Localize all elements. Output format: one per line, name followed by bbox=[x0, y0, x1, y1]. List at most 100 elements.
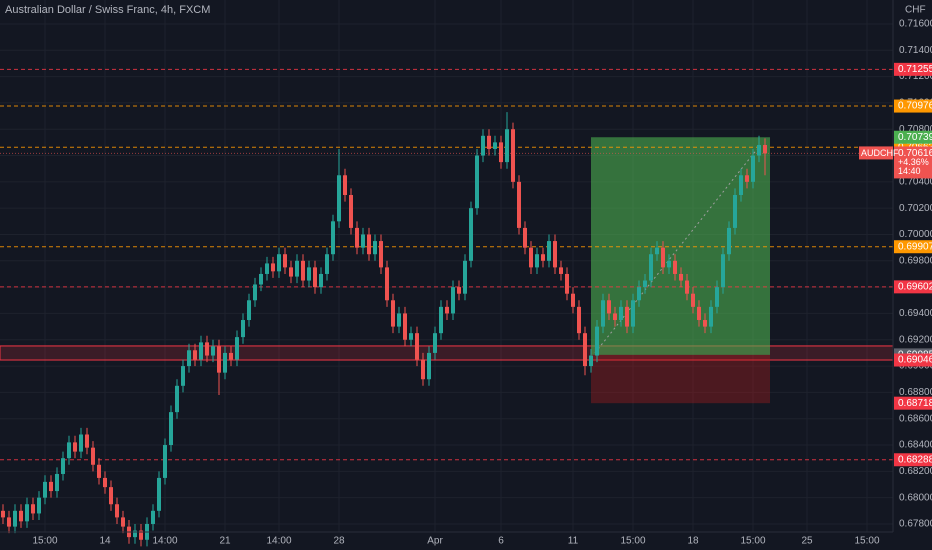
candle-body bbox=[499, 142, 503, 163]
candle-body bbox=[583, 333, 587, 367]
candle-body bbox=[577, 306, 581, 334]
line-label-bg bbox=[894, 280, 932, 294]
candle-body bbox=[115, 504, 119, 518]
candle-body bbox=[415, 333, 419, 360]
candle-body bbox=[61, 458, 65, 474]
candle-body bbox=[301, 260, 305, 281]
last-price: 0.70616 bbox=[898, 148, 932, 159]
candle-body bbox=[307, 267, 311, 281]
x-tick-label: 25 bbox=[801, 536, 813, 547]
candle-body bbox=[535, 254, 539, 268]
candle-body bbox=[313, 267, 317, 288]
y-tick-label: 0.68200 bbox=[899, 466, 932, 477]
loss-zone bbox=[591, 354, 770, 404]
x-tick-label: 15:00 bbox=[854, 536, 879, 547]
candle-body bbox=[439, 306, 443, 334]
zone-label: 0.69046 bbox=[898, 355, 932, 366]
last-bg bbox=[894, 146, 932, 179]
y-tick-label: 0.68800 bbox=[899, 387, 932, 398]
candle-body bbox=[379, 241, 383, 268]
candle-body bbox=[727, 227, 731, 255]
y-tick-label: 0.70400 bbox=[899, 176, 932, 187]
candle-body bbox=[451, 287, 455, 314]
candle-body bbox=[541, 254, 545, 261]
candle-body bbox=[205, 342, 209, 356]
candle-body bbox=[643, 280, 647, 288]
currency: CHF bbox=[905, 5, 926, 16]
line-label: 0.68288 bbox=[898, 454, 932, 465]
candle-body bbox=[331, 221, 335, 255]
x-tick-label: 21 bbox=[219, 536, 231, 547]
candle-body bbox=[517, 181, 521, 228]
candle-body bbox=[343, 175, 347, 196]
candle-body bbox=[649, 254, 653, 281]
candle-body bbox=[445, 306, 449, 314]
candle-body bbox=[505, 129, 509, 163]
y-tick-label: 0.71400 bbox=[899, 45, 932, 56]
candle-body bbox=[139, 530, 143, 540]
candle-body bbox=[679, 273, 683, 281]
candle-body bbox=[571, 293, 575, 307]
candle-body bbox=[613, 313, 617, 321]
candle-body bbox=[715, 287, 719, 307]
candle-body bbox=[253, 284, 257, 301]
candle-body bbox=[619, 306, 623, 321]
candle-body bbox=[67, 442, 71, 459]
candle-body bbox=[475, 155, 479, 209]
candle-body bbox=[151, 510, 155, 524]
last-countdown: 14:40 bbox=[898, 166, 921, 176]
candle-body bbox=[751, 155, 755, 182]
candle-body bbox=[175, 385, 179, 413]
line-label: 0.69602 bbox=[898, 281, 932, 292]
candle-body bbox=[199, 342, 203, 360]
candle-body bbox=[607, 300, 611, 314]
x-tick-label: 28 bbox=[333, 536, 345, 547]
candle-body bbox=[409, 333, 413, 340]
candle-body bbox=[289, 267, 293, 277]
candle-body bbox=[367, 234, 371, 255]
candle-body bbox=[13, 510, 17, 527]
candle-body bbox=[763, 145, 767, 154]
candle-body bbox=[349, 195, 353, 228]
stop-label: 0.68718 bbox=[898, 398, 932, 409]
candle-body bbox=[211, 346, 215, 356]
candle-body bbox=[187, 350, 191, 367]
x-tick-label: 14:00 bbox=[152, 536, 177, 547]
line-label-bg bbox=[894, 453, 932, 467]
y-tick-label: 0.69200 bbox=[899, 334, 932, 345]
line-label-bg bbox=[894, 62, 932, 76]
candle-body bbox=[691, 293, 695, 307]
x-tick-label: Apr bbox=[427, 536, 443, 547]
y-tick-label: 0.71200 bbox=[899, 71, 932, 82]
candle-body bbox=[631, 300, 635, 327]
candle-body bbox=[469, 208, 473, 261]
candle-body bbox=[589, 355, 593, 367]
candle-body bbox=[319, 273, 323, 288]
x-tick-label: 14:00 bbox=[266, 536, 291, 547]
candle-body bbox=[259, 273, 263, 285]
candle-body bbox=[43, 481, 47, 498]
x-tick-label: 15:00 bbox=[620, 536, 645, 547]
candle-body bbox=[595, 326, 599, 356]
line-label-bg bbox=[894, 99, 932, 113]
trade-path bbox=[594, 148, 758, 354]
y-tick-label: 0.68000 bbox=[899, 492, 932, 503]
chart-title: Australian Dollar / Swiss Franc, 4h, FXC… bbox=[5, 4, 210, 16]
candle-body bbox=[157, 477, 161, 511]
candle-body bbox=[523, 227, 527, 248]
candle-body bbox=[373, 241, 377, 255]
y-tick-label: 0.70200 bbox=[899, 203, 932, 214]
target-label: 0.70739 bbox=[898, 132, 932, 143]
candle-body bbox=[241, 320, 245, 338]
candle-body bbox=[217, 346, 221, 373]
candle-body bbox=[193, 350, 197, 360]
candle-body bbox=[529, 247, 533, 268]
candle-body bbox=[721, 254, 725, 288]
y-tick-label: 0.69800 bbox=[899, 255, 932, 266]
candle-body bbox=[25, 504, 29, 522]
candle-body bbox=[565, 273, 569, 294]
x-tick-label: 11 bbox=[568, 536, 579, 547]
candle-body bbox=[673, 260, 677, 274]
candle-body bbox=[1, 510, 5, 518]
